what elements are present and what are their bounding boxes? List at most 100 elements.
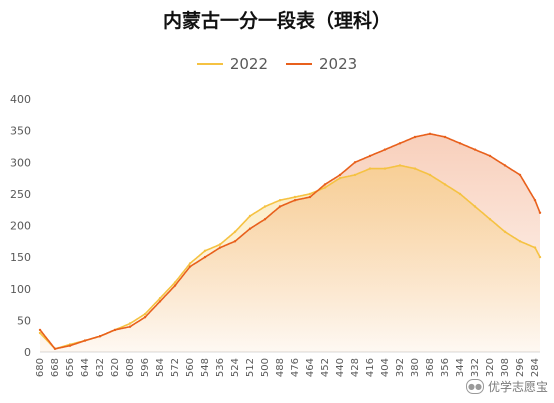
x-tick-label: 296: [515, 358, 526, 377]
x-tick-label: 536: [215, 358, 226, 377]
x-tick-label: 560: [185, 358, 196, 377]
x-tick-label: 644: [80, 358, 91, 377]
x-tick-label: 356: [440, 358, 451, 377]
y-tick-label: 350: [10, 125, 31, 138]
data-point-2022: [218, 243, 222, 246]
data-point-2022: [38, 331, 42, 335]
x-tick-label: 392: [395, 358, 406, 377]
data-point-2023: [503, 164, 507, 167]
data-point-2022: [143, 312, 147, 316]
data-point-2022: [413, 167, 417, 170]
x-tick-label: 344: [455, 358, 466, 377]
x-tick-label: 308: [500, 358, 511, 377]
data-point-2022: [308, 192, 312, 196]
legend-label-2023: 2023: [319, 55, 358, 73]
data-point-2023: [83, 339, 87, 342]
data-point-2022: [503, 230, 507, 233]
data-point-2023: [248, 227, 252, 230]
x-tick-label: 680: [35, 358, 46, 377]
data-point-2023: [98, 335, 102, 338]
data-point-2022: [458, 192, 462, 196]
y-tick-label: 100: [10, 283, 31, 296]
data-point-2023: [488, 154, 492, 158]
x-tick-label: 548: [200, 358, 211, 377]
x-tick-label: 284: [530, 358, 541, 377]
data-point-2022: [428, 173, 432, 177]
data-point-2022: [323, 186, 327, 189]
data-point-2022: [263, 205, 267, 208]
data-point-2023: [113, 328, 117, 332]
x-tick-label: 464: [305, 358, 316, 377]
series-line-2022: [39, 164, 541, 350]
legend-item-2023: 2023: [286, 55, 357, 73]
x-tick-label: 320: [485, 358, 496, 377]
data-point-2023: [188, 265, 192, 268]
data-point-2022: [488, 218, 492, 221]
data-point-2022: [338, 176, 342, 180]
data-point-2023: [68, 344, 72, 347]
x-tick-label: 380: [410, 358, 421, 377]
data-point-2022: [473, 205, 477, 208]
legend-item-2022: 2022: [196, 55, 268, 73]
wechat-icon: ●●: [465, 379, 484, 394]
data-point-2022: [203, 249, 207, 252]
data-point-2023: [533, 199, 537, 202]
legend-swatch-2022: [196, 63, 223, 65]
x-tick-label: 608: [125, 358, 136, 377]
data-point-2022: [368, 167, 372, 170]
watermark: ●● 优学志愿宝: [465, 378, 548, 395]
data-point-2022: [248, 214, 252, 218]
data-point-2023: [203, 255, 207, 259]
x-tick-label: 656: [65, 358, 76, 377]
y-tick-label: 150: [10, 251, 31, 264]
legend: 2022 2023: [0, 55, 554, 73]
data-point-2023: [128, 325, 132, 328]
chart-title: 内蒙古一分一段表（理科）: [162, 10, 391, 32]
y-tick-label: 0: [24, 346, 31, 359]
data-point-2022: [173, 281, 177, 284]
data-point-2023: [538, 211, 542, 214]
data-point-2023: [443, 135, 447, 139]
series-line-2023: [39, 133, 541, 350]
data-point-2022: [293, 195, 297, 199]
data-point-2023: [143, 316, 147, 319]
legend-label-2022: 2022: [229, 55, 268, 73]
y-tick-label: 250: [10, 188, 31, 201]
x-tick-label: 428: [350, 358, 361, 377]
data-point-2022: [353, 173, 357, 177]
data-point-2022: [278, 199, 282, 202]
data-point-2023: [158, 300, 162, 303]
x-tick-label: 416: [365, 358, 376, 377]
x-tick-label: 332: [470, 358, 481, 377]
data-point-2023: [293, 199, 297, 202]
data-point-2023: [53, 347, 57, 350]
data-point-2023: [413, 135, 417, 139]
x-tick-label: 404: [380, 358, 391, 377]
legend-swatch-2023: [286, 63, 312, 65]
x-tick-label: 572: [170, 358, 181, 377]
data-point-2022: [538, 255, 542, 259]
x-tick-label: 440: [335, 358, 346, 377]
data-point-2023: [173, 284, 177, 287]
data-point-2023: [218, 246, 222, 249]
data-point-2023: [428, 132, 432, 135]
data-point-2023: [473, 148, 477, 151]
data-point-2022: [518, 240, 522, 243]
x-tick-label: 632: [95, 358, 106, 377]
x-tick-label: 512: [245, 358, 256, 377]
data-point-2022: [383, 167, 387, 170]
data-point-2023: [38, 328, 42, 332]
data-point-2022: [158, 297, 162, 300]
x-tick-label: 368: [425, 358, 436, 377]
data-point-2022: [398, 164, 402, 167]
x-tick-label: 452: [320, 358, 331, 377]
data-point-2023: [263, 218, 267, 221]
data-point-2023: [278, 205, 282, 208]
x-tick-label: 488: [275, 358, 286, 377]
y-tick-label: 400: [10, 93, 31, 106]
data-point-2022: [533, 246, 537, 249]
watermark-text: 优学志愿宝: [487, 380, 548, 394]
data-point-2023: [338, 173, 342, 177]
y-tick-label: 200: [10, 220, 31, 233]
